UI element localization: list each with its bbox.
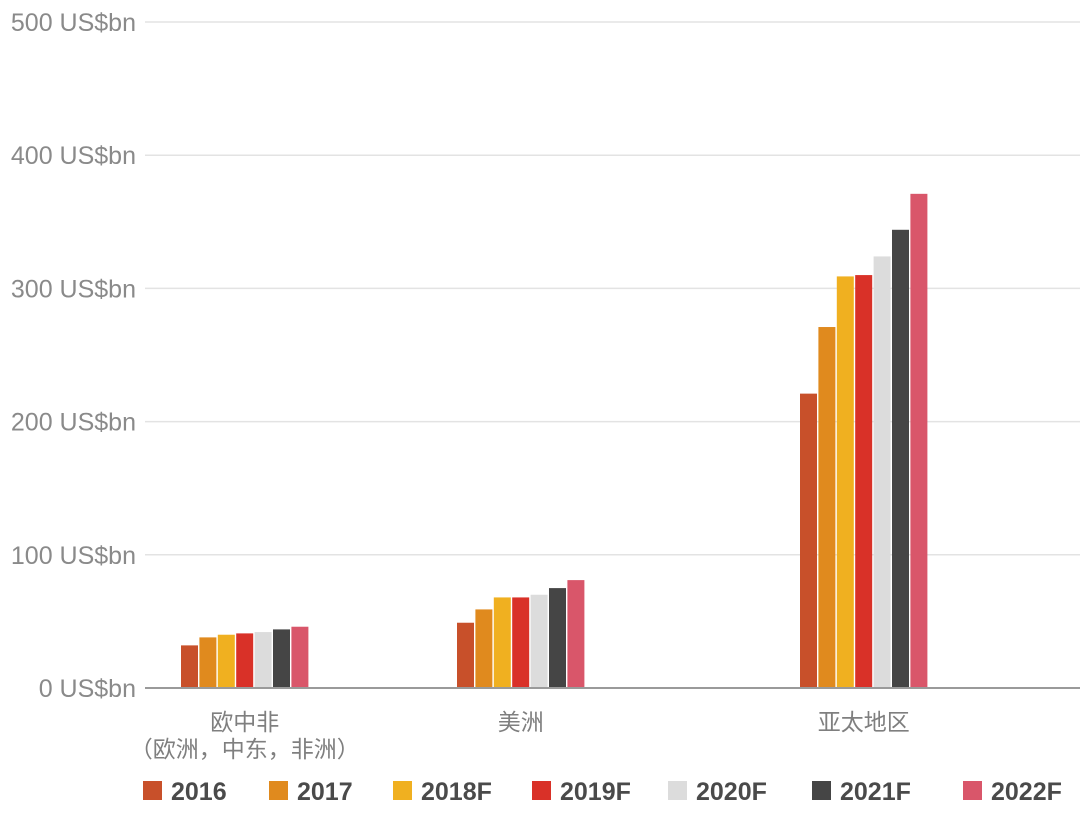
bar-2022F-1: [567, 580, 585, 688]
legend: 2016 2017 2018F 2019F 2020F 2021F 2022F: [143, 778, 1062, 806]
legend-label: 2017: [297, 778, 353, 806]
bar-2016-2: [800, 393, 817, 688]
legend-swatch: [393, 781, 412, 800]
bar-2022F-0: [291, 626, 309, 688]
bar-2017-2: [818, 327, 836, 688]
legend-item-2017: 2017: [269, 778, 353, 806]
y-tick-label: 500 US$bn: [11, 9, 136, 37]
y-tick-label: 100 US$bn: [11, 542, 136, 570]
y-axis-tick-labels: 0 US$bn 100 US$bn 200 US$bn 300 US$bn 400 US…: [11, 9, 136, 703]
bar-2017-0: [199, 637, 217, 688]
bar-2019F-0: [236, 633, 254, 688]
legend-item-2016: 2016: [143, 778, 227, 806]
bar-2017-1: [475, 609, 493, 688]
legend-swatch: [963, 781, 982, 800]
y-tick-label: 400 US$bn: [11, 142, 136, 170]
bar-2022F-2: [910, 193, 928, 688]
bar-2016-0: [181, 645, 198, 688]
bar-2018F-0: [217, 634, 235, 688]
bar-2019F-2: [855, 275, 873, 688]
y-tick-label: 200 US$bn: [11, 409, 136, 437]
bar-2021F-0: [273, 629, 290, 688]
legend-label: 2022F: [991, 778, 1062, 806]
bar-2016-1: [457, 622, 474, 688]
category-sublabel: （欧洲，中东，非洲）: [130, 737, 360, 763]
legend-label: 2019F: [560, 778, 631, 806]
bar-2020F-2: [873, 256, 891, 688]
legend-swatch: [532, 781, 551, 800]
category-label: 美洲: [498, 710, 544, 736]
legend-item-2018F: 2018F: [393, 778, 492, 806]
y-tick-label: 0 US$bn: [39, 675, 136, 703]
legend-item-2022F: 2022F: [963, 778, 1062, 806]
legend-swatch: [812, 781, 831, 800]
legend-item-2020F: 2020F: [668, 778, 767, 806]
bar-2018F-2: [836, 276, 854, 688]
bar-2018F-1: [493, 597, 511, 688]
bar-2020F-1: [530, 594, 548, 688]
legend-swatch: [143, 781, 162, 800]
legend-swatch: [668, 781, 687, 800]
category-label: 欧中非: [210, 710, 279, 736]
y-tick-label: 300 US$bn: [11, 275, 136, 303]
bar-2019F-1: [512, 597, 530, 688]
category-label: 亚太地区: [818, 710, 910, 736]
category-labels: 欧中非（欧洲，中东，非洲） 美洲 亚太地区: [130, 710, 910, 763]
legend-label: 2018F: [421, 778, 492, 806]
bar-2021F-2: [892, 229, 909, 689]
legend-label: 2016: [171, 778, 227, 806]
legend-swatch: [269, 781, 288, 800]
bars: [181, 193, 928, 689]
bar-2020F-0: [254, 632, 272, 688]
gridlines: [145, 21, 1080, 556]
legend-label: 2021F: [840, 778, 911, 806]
legend-item-2021F: 2021F: [812, 778, 911, 806]
bar-2021F-1: [549, 588, 566, 688]
legend-item-2019F: 2019F: [532, 778, 631, 806]
legend-label: 2020F: [696, 778, 767, 806]
